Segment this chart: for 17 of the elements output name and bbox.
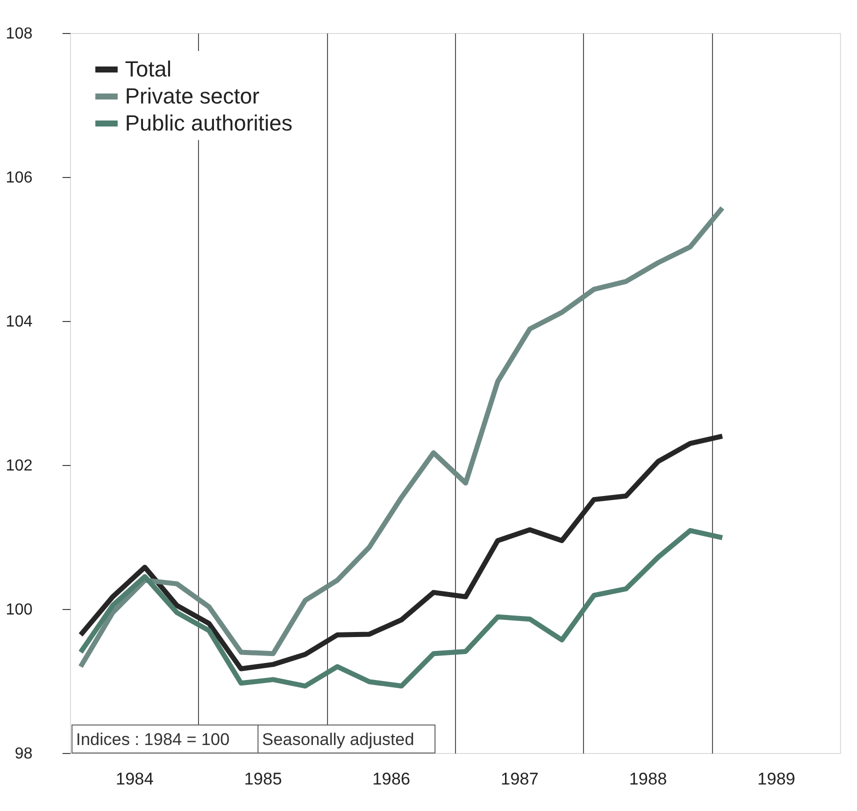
x-tick-label: 1987 (500, 770, 539, 788)
legend-label: Private sector (125, 84, 260, 108)
legend-label: Total (125, 56, 172, 82)
x-tick-label: 1989 (757, 770, 796, 788)
x-tick-label: 1984 (116, 770, 154, 788)
y-tick-label: 102 (6, 458, 33, 474)
annotation: Indices : 1984 = 100 (76, 730, 230, 749)
legend-label: Public authorities (125, 110, 293, 136)
x-tick-label: 1985 (244, 770, 282, 788)
annotation: Seasonally adjusted (262, 730, 414, 749)
y-tick-label: 100 (6, 602, 33, 618)
x-tick-label: 1986 (372, 770, 410, 788)
y-tick-label: 98 (14, 746, 33, 762)
y-tick-label: 106 (6, 170, 33, 186)
y-tick-label: 108 (6, 26, 33, 42)
x-tick-label: 1988 (629, 770, 667, 788)
y-tick-label: 104 (6, 314, 33, 330)
